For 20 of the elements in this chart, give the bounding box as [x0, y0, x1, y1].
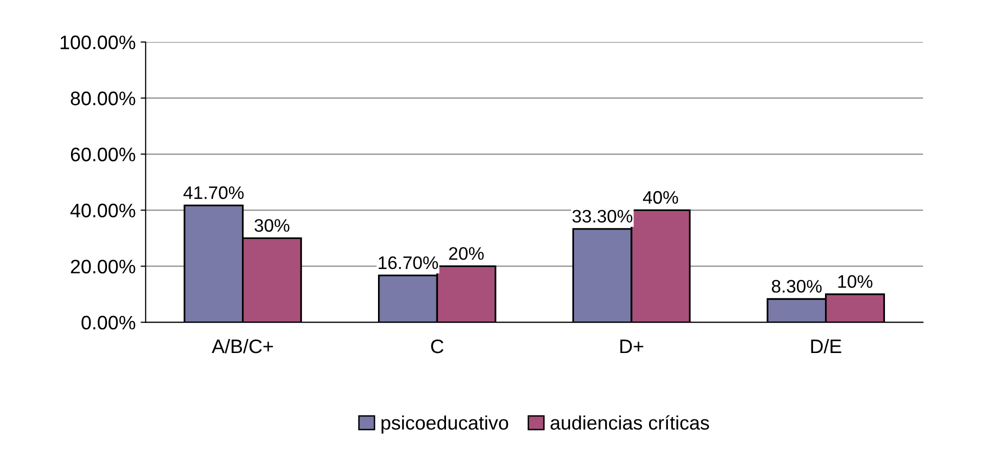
- y-tick-label: 0.00%: [82, 316, 136, 330]
- legend-label: audiencias críticas: [550, 415, 710, 430]
- y-tick-label: 20.00%: [70, 260, 136, 274]
- data-label: 20%: [449, 247, 484, 260]
- x-tick-label: D+: [620, 340, 644, 354]
- y-tick-label: 100.00%: [60, 36, 136, 50]
- data-label: 8.30%: [772, 280, 822, 293]
- y-tick-label: 40.00%: [70, 204, 136, 218]
- x-tick-label: A/B/C+: [212, 338, 273, 354]
- data-label: 30%: [254, 219, 290, 232]
- y-tick-label: 80.00%: [70, 92, 136, 106]
- data-label: 41.70%: [183, 186, 244, 200]
- data-label: 33.30%: [572, 210, 632, 223]
- data-label: 40%: [642, 191, 678, 204]
- data-label: 16.70%: [378, 256, 438, 270]
- legend-label: psicoeducativo: [382, 415, 508, 434]
- x-tick-label: D/E: [811, 338, 842, 354]
- y-tick-label: 60.00%: [70, 148, 136, 162]
- x-tick-label: C: [431, 339, 444, 354]
- data-label: 10%: [838, 275, 872, 288]
